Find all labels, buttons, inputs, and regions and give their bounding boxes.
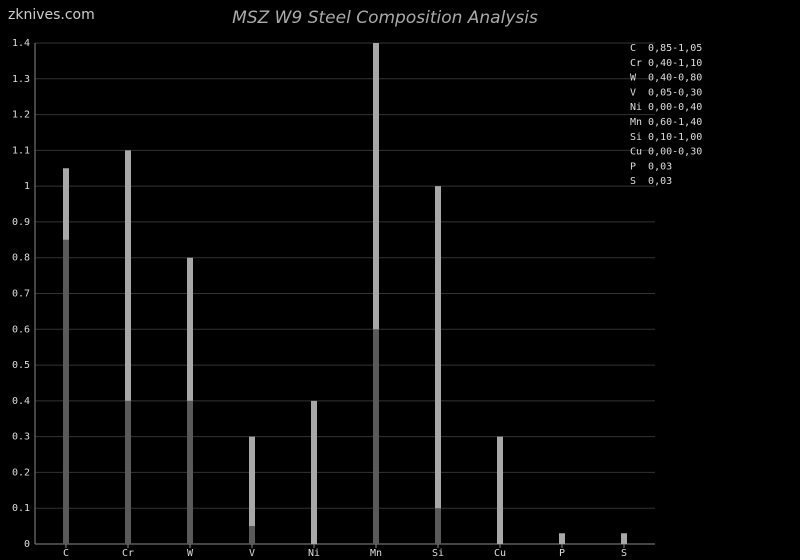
bar-high (373, 43, 379, 330)
watermark: zknives.com (8, 7, 95, 23)
y-tick-label: 0.6 (12, 324, 30, 335)
bar-high (187, 257, 193, 401)
bar-high (249, 436, 255, 527)
y-tick-label: 0.2 (12, 467, 30, 478)
y-tick-label: 0.8 (12, 253, 30, 264)
x-tick-label: Cr (122, 548, 134, 559)
bar-high (125, 150, 131, 401)
bar-high (63, 168, 69, 240)
y-tick-label: 0.3 (12, 432, 30, 443)
legend-entry: Cr 0,40-1,10 (630, 58, 702, 69)
chart-title: MSZ W9 Steel Composition Analysis (232, 8, 538, 28)
y-tick-label: 1.3 (12, 74, 30, 85)
y-tick-label: 0.4 (12, 396, 30, 407)
x-tick-label: Ni (308, 548, 320, 559)
bar-high (497, 436, 503, 544)
legend-entry: Cu 0,00-0,30 (630, 147, 702, 158)
y-tick-label: 1.4 (12, 38, 30, 49)
legend-entry: S 0,03 (630, 176, 672, 187)
legend-entry: V 0,05-0,30 (630, 87, 702, 98)
y-tick-label: 0 (24, 539, 30, 550)
bar-high (311, 400, 317, 544)
y-tick-label: 1.1 (12, 145, 30, 156)
y-tick-label: 0.1 (12, 503, 30, 514)
y-tick-label: 1 (24, 181, 30, 192)
bar-high (621, 533, 627, 544)
legend-entry: C 0,85-1,05 (630, 43, 702, 54)
bar-high (435, 186, 441, 509)
x-tick-label: S (621, 548, 627, 559)
y-tick-label: 0.5 (12, 360, 30, 371)
legend-entry: P 0,03 (630, 161, 672, 172)
y-tick-label: 1.2 (12, 110, 30, 121)
bar-low (373, 329, 379, 544)
legend-entry: Si 0,10-1,00 (630, 132, 702, 143)
bar-low (249, 526, 255, 544)
bar-low (187, 400, 193, 544)
bar-low (63, 239, 69, 545)
x-tick-label: Si (432, 548, 444, 559)
x-tick-label: W (187, 548, 194, 559)
y-tick-label: 0.9 (12, 217, 30, 228)
x-tick-label: P (559, 548, 565, 559)
x-tick-label: Mn (370, 548, 382, 559)
bar-low (125, 400, 131, 544)
bar-low (435, 508, 441, 544)
x-tick-label: C (63, 548, 69, 559)
x-tick-label: V (249, 548, 255, 559)
y-tick-label: 0.7 (12, 289, 30, 300)
legend-entry: W 0,40-0,80 (630, 73, 702, 84)
legend-entry: Ni 0,00-0,40 (630, 102, 702, 113)
legend-entry: Mn 0,60-1,40 (630, 117, 702, 128)
x-tick-label: Cu (494, 548, 506, 559)
bar-high (559, 533, 565, 544)
